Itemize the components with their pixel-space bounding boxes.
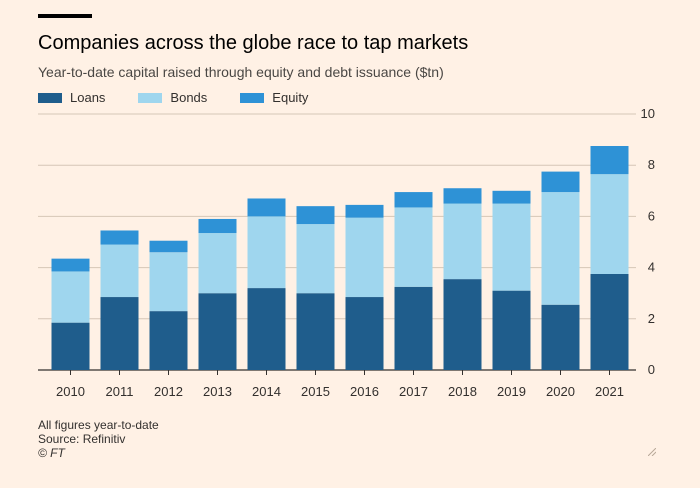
y-tick-label: 10 (641, 106, 655, 121)
legend-swatch-bonds (138, 92, 163, 103)
legend-swatch-equity (240, 92, 265, 103)
x-tick-label: 2016 (350, 384, 379, 399)
x-tick-label: 2013 (203, 384, 232, 399)
bar-bonds-2011 (100, 244, 139, 298)
bar-loans-2020 (541, 304, 580, 370)
bar-loans-2010 (51, 322, 90, 370)
chart-footer: All figures year-to-date Source: Refinit… (38, 418, 159, 460)
bar-bonds-2020 (541, 192, 580, 305)
bar-bonds-2017 (394, 207, 433, 287)
chart-title: Companies across the globe race to tap m… (38, 32, 469, 54)
chart-legend: Loans Bonds Equity (38, 90, 341, 105)
y-tick-label: 8 (648, 157, 655, 172)
bar-equity-2010 (51, 258, 90, 272)
y-tick-label: 4 (648, 260, 655, 275)
resize-grip-icon (648, 448, 656, 456)
x-tick-label: 2019 (497, 384, 526, 399)
x-tick-label: 2021 (595, 384, 624, 399)
y-tick-label: 0 (648, 362, 655, 377)
bar-loans-2021 (590, 274, 629, 370)
bar-equity-2013 (198, 218, 237, 234)
bar-equity-2019 (492, 190, 531, 204)
bar-loans-2016 (345, 297, 384, 370)
bar-loans-2012 (149, 311, 188, 370)
legend-label-bonds: Bonds (170, 90, 208, 105)
bar-equity-2012 (149, 240, 188, 253)
x-tick-label: 2018 (448, 384, 477, 399)
y-tick-label: 6 (648, 208, 655, 223)
bar-loans-2017 (394, 286, 433, 370)
bar-bonds-2018 (443, 203, 482, 280)
bar-equity-2017 (394, 192, 433, 208)
bar-equity-2015 (296, 206, 335, 225)
bar-bonds-2013 (198, 233, 237, 294)
legend-item-equity: Equity (240, 90, 308, 105)
bar-bonds-2012 (149, 252, 188, 312)
bar-loans-2014 (247, 288, 286, 370)
legend-label-loans: Loans (70, 90, 106, 105)
x-tick-label: 2011 (106, 384, 134, 399)
bar-bonds-2016 (345, 217, 384, 298)
bar-bonds-2021 (590, 174, 629, 274)
y-tick-label: 2 (648, 311, 655, 326)
bar-loans-2011 (100, 297, 139, 370)
x-tick-label: 2015 (301, 384, 330, 399)
bar-loans-2018 (443, 279, 482, 370)
legend-swatch-loans (38, 92, 62, 103)
legend-item-loans: Loans (38, 90, 105, 105)
legend-label-equity: Equity (272, 90, 309, 105)
chart-subtitle: Year-to-date capital raised through equi… (38, 64, 444, 80)
ft-header-bar (38, 14, 92, 18)
x-tick-label: 2014 (252, 384, 281, 399)
x-tick-label: 2020 (546, 384, 575, 399)
x-tick-label: 2012 (154, 384, 183, 399)
bar-bonds-2015 (296, 224, 335, 294)
footer-note: All figures year-to-date (38, 418, 159, 432)
x-tick-label: 2017 (399, 384, 428, 399)
footer-source: Source: Refinitiv (38, 432, 126, 446)
bar-bonds-2019 (492, 203, 531, 291)
bar-loans-2013 (198, 293, 237, 370)
legend-item-bonds: Bonds (138, 90, 207, 105)
bar-equity-2011 (100, 230, 139, 245)
bar-loans-2015 (296, 293, 335, 370)
bar-equity-2021 (590, 146, 629, 175)
bar-bonds-2014 (247, 216, 286, 289)
bar-equity-2014 (247, 198, 286, 217)
bar-equity-2016 (345, 204, 384, 218)
bar-loans-2019 (492, 290, 531, 370)
bar-equity-2020 (541, 171, 580, 193)
bar-bonds-2010 (51, 271, 90, 323)
bar-equity-2018 (443, 188, 482, 204)
footer-copyright: © FT (38, 446, 65, 460)
x-tick-label: 2010 (56, 384, 85, 399)
